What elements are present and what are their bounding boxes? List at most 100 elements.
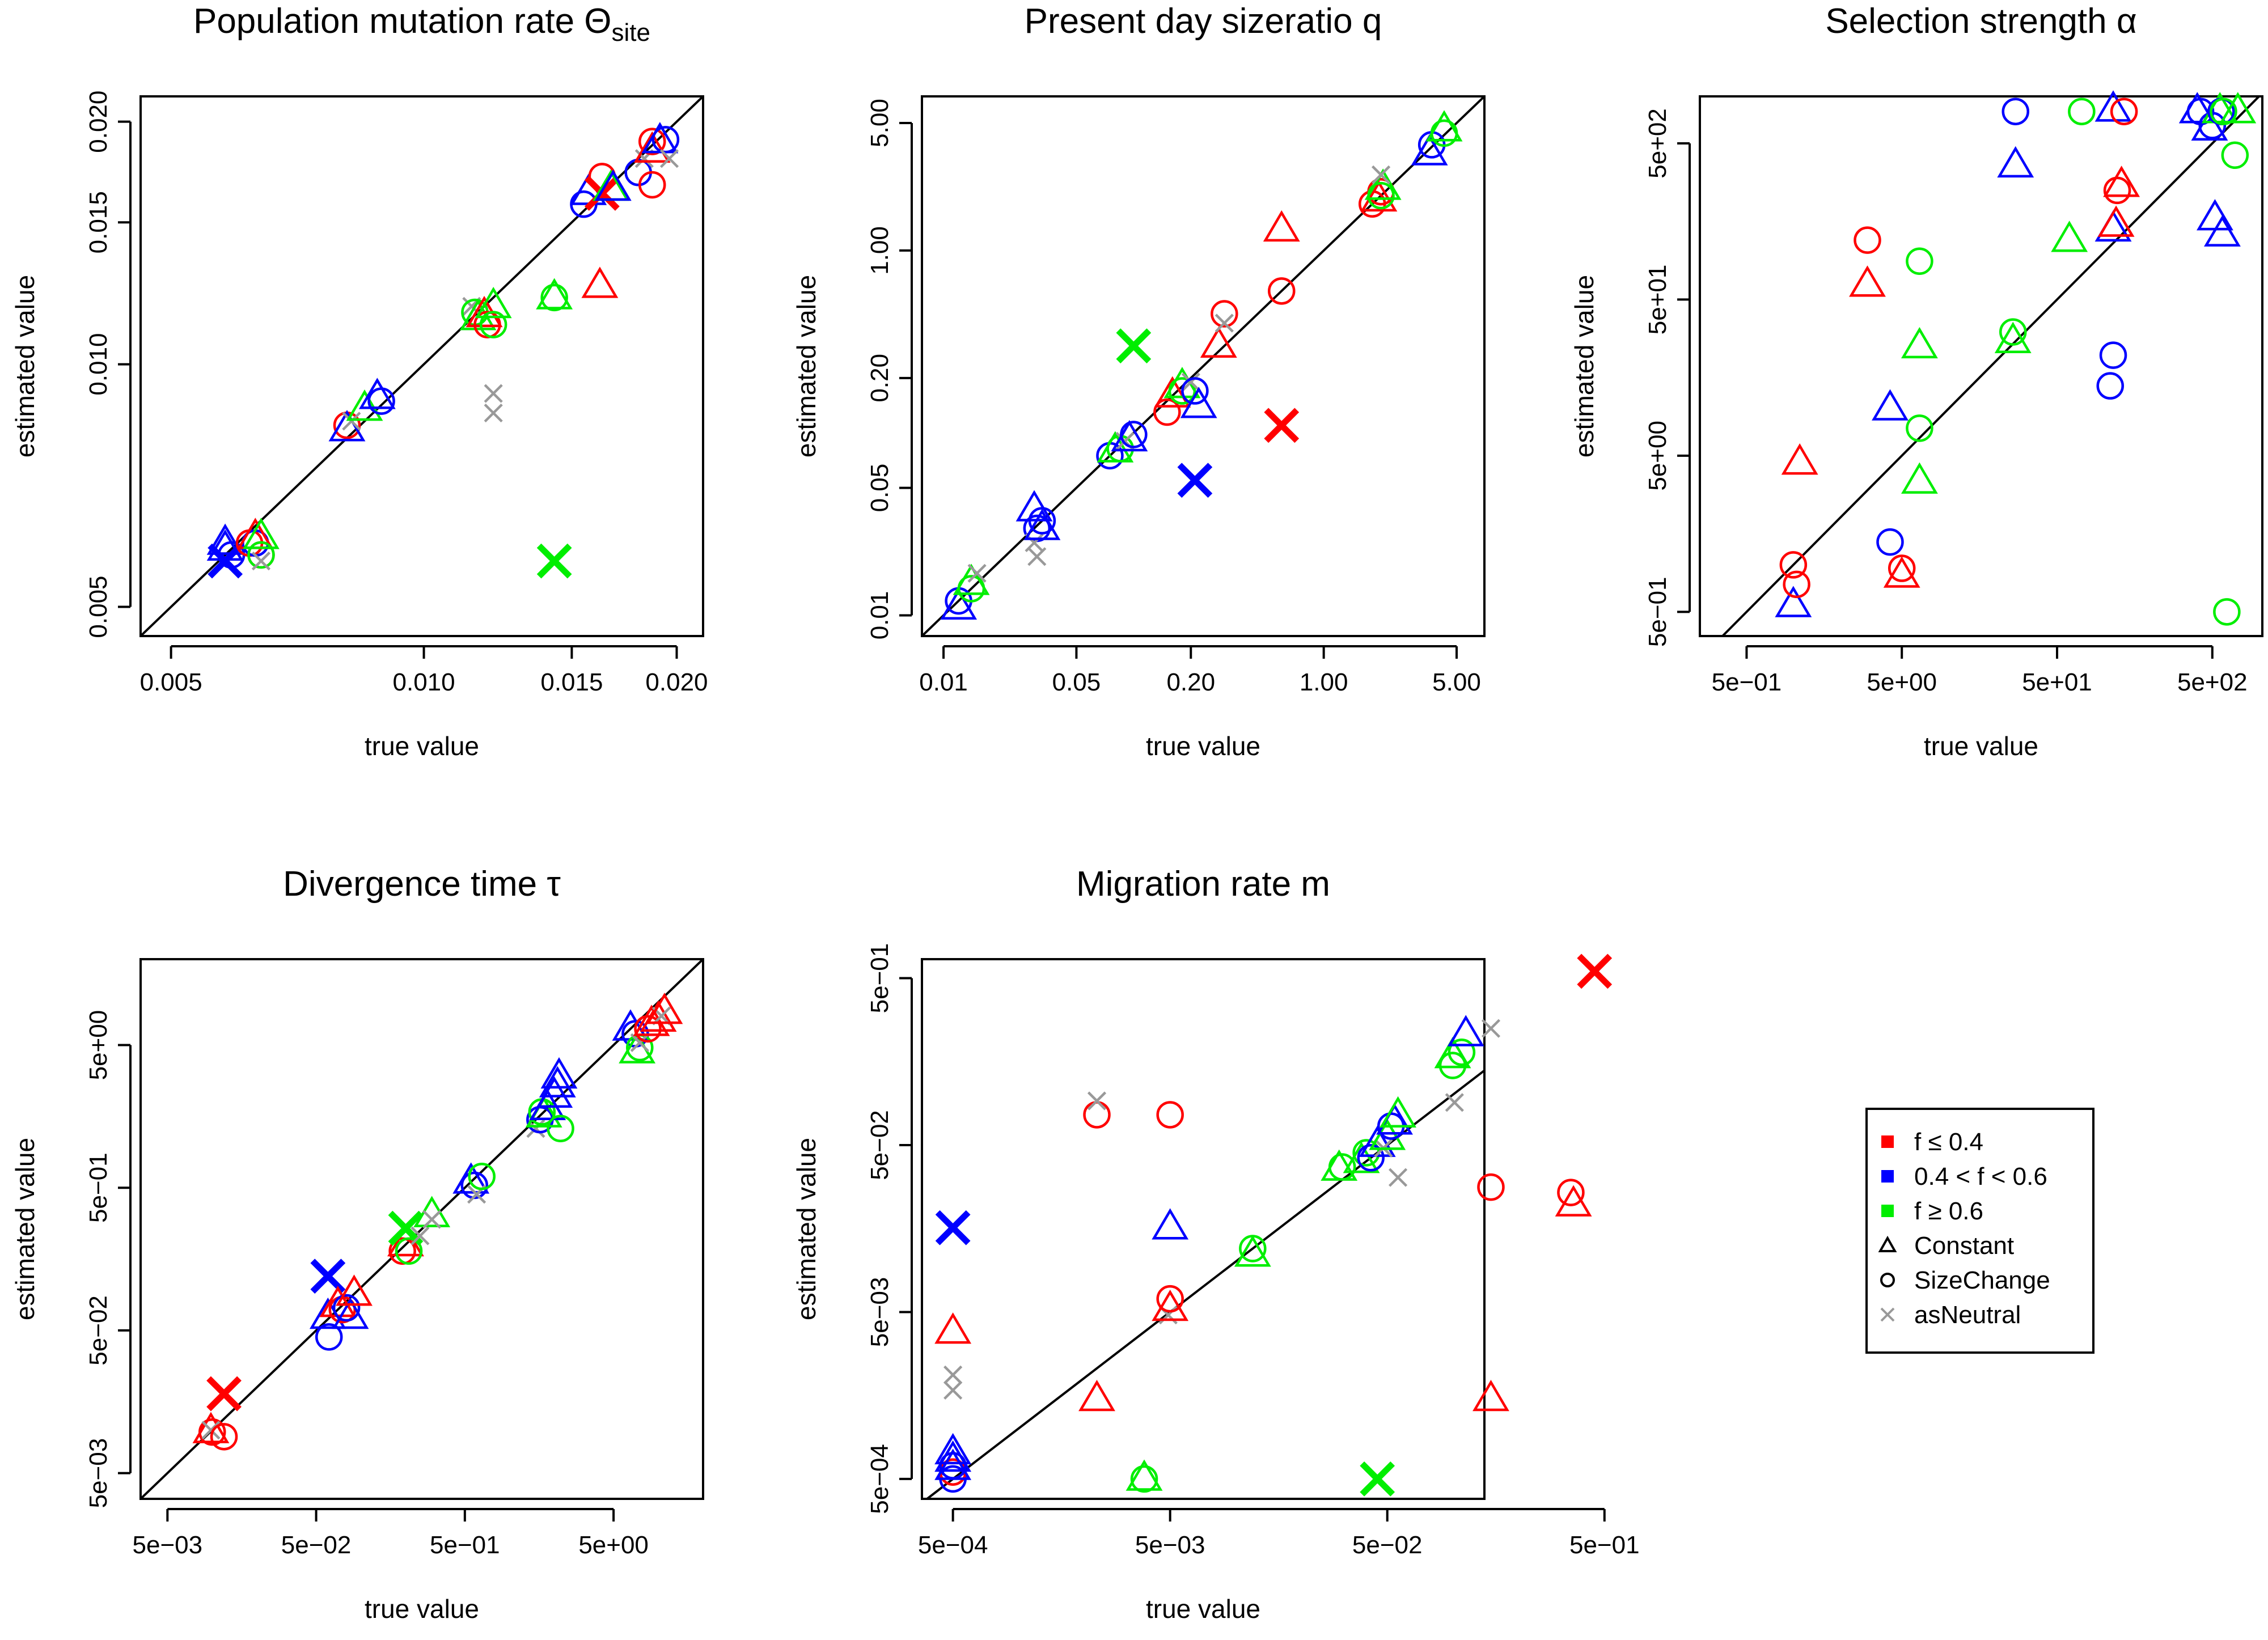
data-points <box>206 122 680 579</box>
y-tick-label: 5.00 <box>866 99 894 147</box>
y-axis-title: estimated value <box>10 1138 40 1320</box>
x-tick-label: 1.00 <box>1300 668 1348 696</box>
point-triangle-red <box>1781 443 1818 475</box>
point-cross-neutral <box>943 1365 963 1384</box>
point-cross-neutral <box>659 149 679 168</box>
x-tick-label: 0.20 <box>1166 668 1215 696</box>
point-circle-mid <box>1876 528 1904 556</box>
x-tick-label: 0.010 <box>393 668 455 696</box>
point-circle-high <box>2210 98 2237 125</box>
y-tick-label: 5e−01 <box>866 943 894 1014</box>
point-triangle-red <box>1078 1379 1115 1412</box>
point-circle-red <box>473 311 501 338</box>
identity-line <box>922 96 1484 636</box>
chart-m: 5e−04 5e−03 5e−02 5e−01 5e−04 5e−03 5e−02 5e−01… <box>792 865 1640 1624</box>
x-axis-title: true value <box>1924 731 2038 761</box>
legend-swatch-square <box>1881 1170 1894 1183</box>
data-points <box>934 954 1613 1497</box>
legend-label: asNeutral <box>1914 1301 2021 1329</box>
point-circle-red <box>1156 1101 1184 1129</box>
chart-theta: 0.005 0.010 0.015 0.020 0.005 0.010 0.015 0.020… <box>10 2 708 761</box>
point-triangle-red <box>336 1274 373 1306</box>
point-triangle-high <box>2219 92 2257 124</box>
legend-swatch-triangle <box>1878 1235 1897 1252</box>
y-axis-title: estimated value <box>1569 275 1599 457</box>
y-tick-label: 1.00 <box>866 226 894 275</box>
point-circle-high <box>1130 1465 1158 1493</box>
point-triangle-red <box>1152 1289 1189 1321</box>
y-tick-label: 5e−04 <box>866 1444 894 1514</box>
plot-frame <box>139 95 704 637</box>
point-circle-red <box>388 1237 416 1265</box>
x-axis-title: true value <box>1146 1594 1260 1624</box>
point-circle-high <box>2068 98 2096 125</box>
point-bigcross-red <box>1264 408 1300 443</box>
point-circle-mid <box>1181 377 1209 405</box>
point-cross-neutral <box>201 1421 221 1440</box>
point-circle-red <box>1783 570 1810 599</box>
point-circle-mid <box>1120 421 1148 448</box>
point-cross-neutral <box>342 412 361 431</box>
x-tick-label: 5e−03 <box>133 1531 203 1559</box>
point-triangle-mid <box>2191 109 2228 141</box>
point-circle-mid <box>1357 1144 1385 1172</box>
y-tick-label: 0.015 <box>84 191 112 253</box>
point-circle-red <box>1779 551 1808 579</box>
legend-item: SizeChange <box>1880 1266 2050 1294</box>
point-circle-high <box>547 1114 574 1143</box>
y-tick-label: 5e+00 <box>1644 421 1672 491</box>
x-tick-label: 0.01 <box>919 668 968 696</box>
legend-item: 0.4 < f < 0.6 <box>1881 1163 2047 1190</box>
x-tick-label: 0.015 <box>540 668 603 696</box>
x-axis: 0.01 0.05 0.20 1.00 5.00 <box>919 645 1481 696</box>
chart-title-subscript: site <box>612 19 650 46</box>
point-triangle-mid <box>2094 90 2132 122</box>
y-tick-label: 5e−03 <box>866 1277 894 1347</box>
point-circle-red <box>1268 277 1296 305</box>
x-tick-label: 5e−02 <box>281 1531 352 1559</box>
point-cross-neutral <box>1087 1091 1107 1111</box>
legend-item: Constant <box>1878 1232 2014 1260</box>
x-axis-title: true value <box>365 1594 479 1624</box>
y-tick-label: 5e+02 <box>1644 108 1672 179</box>
point-cross-neutral <box>967 563 987 583</box>
point-circle-mid <box>939 1452 967 1480</box>
y-axis-title: estimated value <box>792 275 821 457</box>
point-circle-red <box>1888 554 1916 582</box>
point-cross-neutral <box>1445 1093 1464 1112</box>
point-triangle-high <box>1901 327 1938 359</box>
point-circle-high <box>247 541 275 569</box>
point-circle-red <box>210 1423 238 1451</box>
point-triangle-high <box>1234 1235 1271 1267</box>
point-circle-mid <box>651 126 680 154</box>
point-triangle-mid <box>206 523 244 555</box>
y-tick-label: 5e+01 <box>1644 265 1672 335</box>
y-tick-label: 5e+00 <box>84 1010 112 1080</box>
legend-label: SizeChange <box>1914 1266 2050 1294</box>
point-triangle-high <box>243 518 280 549</box>
point-cross-neutral <box>1371 165 1391 184</box>
point-cross-neutral <box>1027 547 1047 566</box>
point-cross-neutral <box>630 1033 649 1052</box>
identity-line <box>925 1069 1484 1499</box>
chart-title: Present day sizeratio q <box>1025 2 1382 41</box>
x-tick-label: 0.005 <box>140 668 202 696</box>
point-circle-red <box>1557 1179 1585 1206</box>
point-bigcross-red <box>1577 954 1613 989</box>
point-triangle-red <box>581 266 619 298</box>
point-triangle-mid <box>332 1297 369 1329</box>
x-axis: 5e−03 5e−02 5e−01 5e+00 <box>133 1508 649 1559</box>
point-circle-high <box>1430 119 1458 147</box>
point-bigcross-mid <box>310 1258 346 1294</box>
point-circle-mid <box>2002 98 2029 125</box>
point-circle-high <box>1448 1038 1476 1066</box>
point-triangle-mid <box>1997 146 2034 178</box>
point-circle-red <box>1156 1285 1184 1313</box>
point-bigcross-high <box>536 543 572 579</box>
y-tick-label: 0.05 <box>866 464 894 512</box>
point-cross-neutral <box>422 1210 442 1229</box>
point-circle-red <box>638 171 666 199</box>
x-tick-label: 0.020 <box>645 668 708 696</box>
point-circle-mid <box>1028 507 1056 535</box>
chart-title: Population mutation rate Θsite <box>193 2 650 46</box>
